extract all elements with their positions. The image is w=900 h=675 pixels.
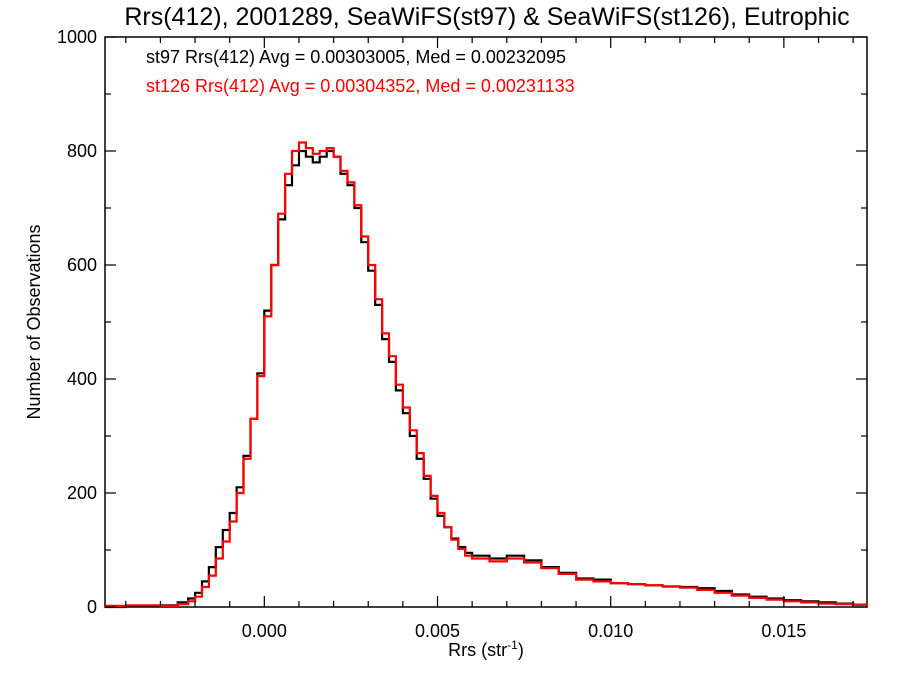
chart-title: Rrs(412), 2001289, SeaWiFS(st97) & SeaWi… [124,3,849,31]
annotation-1: st126 Rrs(412) Avg = 0.00304352, Med = 0… [146,76,575,96]
y-tick-label: 1000 [57,27,97,47]
y-tick-label: 0 [87,597,97,617]
annotation-layer: st97 Rrs(412) Avg = 0.00303005, Med = 0.… [146,47,575,96]
x-axis-ticks [125,37,854,607]
x-axis-label-close: ) [518,640,524,660]
x-axis-label: Rrs (str-1) [448,638,524,660]
y-axis-ticks [105,36,867,608]
series-1-line [105,141,869,607]
x-tick-label: 0.005 [415,621,460,641]
annotation-0: st97 Rrs(412) Avg = 0.00303005, Med = 0.… [146,47,566,67]
y-tick-label: 800 [67,141,97,161]
plot-frame [104,36,868,608]
y-tick-label: 400 [67,369,97,389]
y-axis-tick-labels: 0 200 400 600 800 1000 [57,27,97,617]
x-tick-label: 0.000 [242,621,287,641]
y-tick-label: 200 [67,483,97,503]
x-axis-tick-labels: 0.000 0.005 0.010 0.015 [242,621,807,641]
x-axis-label-main: Rrs (str [448,640,507,660]
series-layer [105,141,869,609]
plot-area: 0.000 0.005 0.010 0.015 0 200 400 600 800 1000 [57,27,869,641]
x-tick-label: 0.010 [588,621,633,641]
y-tick-label: 600 [67,255,97,275]
x-tick-label: 0.015 [761,621,806,641]
y-axis-label: Number of Observations [24,224,44,419]
x-axis-label-superscript: -1 [507,638,518,652]
series-0-line [105,149,867,609]
